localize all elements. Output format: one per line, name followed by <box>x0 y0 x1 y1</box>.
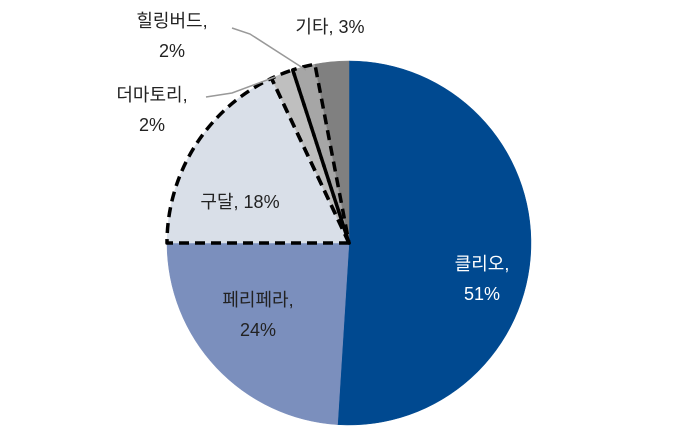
labels: 클리오, 51% 페리페라, 24% 구달, 18% 더마토리, 2% 힐링버드, 2% 기타, … <box>116 11 509 340</box>
data-label: 기타, 3% <box>295 17 364 37</box>
pie <box>165 60 532 426</box>
wedge <box>166 242 350 425</box>
wedge-outline <box>165 76 351 245</box>
leader-line <box>205 76 276 98</box>
data-label: 2% <box>159 41 185 61</box>
wedge-outline <box>291 62 351 245</box>
data-label: 24% <box>240 320 276 340</box>
data-label: 힐링버드, <box>136 11 207 31</box>
data-label: 구달, 18% <box>200 192 279 212</box>
data-label: 페리페라, <box>222 290 293 310</box>
wedge <box>337 60 532 426</box>
data-label: 51% <box>464 284 500 304</box>
data-label: 클리오, <box>455 254 510 274</box>
leader-line <box>231 27 307 71</box>
data-label: 더마토리, <box>116 85 187 105</box>
data-label: 2% <box>139 115 165 135</box>
